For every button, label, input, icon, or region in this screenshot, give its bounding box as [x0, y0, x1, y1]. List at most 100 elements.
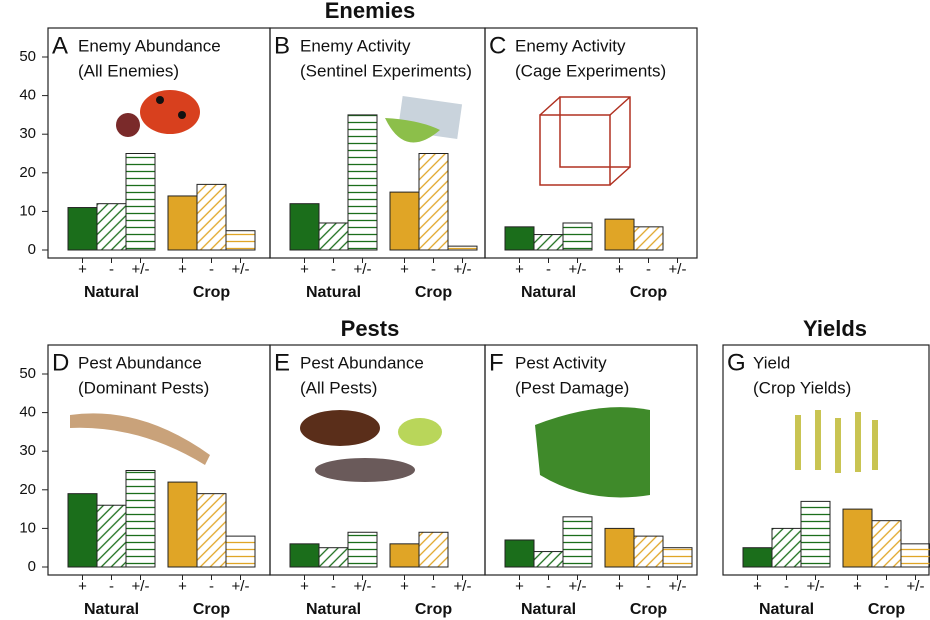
x-tick-label: +: [615, 578, 624, 595]
bar: [533, 234, 564, 251]
panel-frame: [722, 344, 930, 576]
group-label: Crop: [415, 284, 453, 301]
x-tick-label: +/-: [132, 261, 150, 278]
panel-letter: F: [489, 349, 504, 376]
bar: [389, 543, 420, 568]
panel-title: Pest Activity: [515, 353, 607, 372]
x-tick-label: +: [753, 578, 762, 595]
group-label: Crop: [630, 601, 668, 618]
panel-subtitle: (Crop Yields): [753, 378, 851, 397]
x-tick-label: -: [109, 578, 114, 595]
x-tick-label: -: [784, 578, 789, 595]
x-tick-label: +: [300, 261, 309, 278]
group-label: Natural: [521, 284, 576, 301]
bar: [96, 203, 127, 251]
bar: [125, 153, 156, 251]
bar: [504, 226, 535, 251]
bar: [447, 245, 478, 251]
bar: [289, 203, 320, 251]
x-tick-label: -: [431, 261, 436, 278]
x-tick-label: -: [331, 578, 336, 595]
x-tick-label: -: [109, 261, 114, 278]
y-tick-label: 40: [19, 404, 36, 421]
bar: [771, 527, 802, 568]
bar: [167, 481, 198, 568]
bar: [871, 520, 902, 568]
x-tick-label: +/-: [354, 261, 372, 278]
x-tick-label: +/-: [454, 261, 472, 278]
bar: [418, 153, 449, 251]
panel-title: Enemy Abundance: [78, 36, 221, 55]
bar: [96, 504, 127, 568]
section-title: Enemies: [325, 0, 416, 23]
x-tick-label: +/-: [807, 578, 825, 595]
bar: [125, 470, 156, 568]
panel-letter: G: [727, 349, 746, 376]
y-tick-label: 0: [28, 241, 36, 258]
bar: [67, 207, 98, 251]
x-tick-label: -: [209, 261, 214, 278]
panel-subtitle: (Pest Damage): [515, 378, 629, 397]
x-tick-label: +: [853, 578, 862, 595]
bar: [196, 183, 227, 251]
bar: [318, 222, 349, 251]
group-label: Crop: [868, 601, 906, 618]
x-tick-label: +/-: [907, 578, 925, 595]
group-label: Natural: [306, 601, 361, 618]
bar: [604, 218, 635, 251]
y-tick-label: 40: [19, 87, 36, 104]
bar: [633, 226, 664, 251]
group-label: Natural: [306, 284, 361, 301]
bar: [900, 543, 930, 568]
bar: [347, 114, 378, 251]
group-label: Natural: [759, 601, 814, 618]
x-tick-label: +: [400, 261, 409, 278]
x-tick-label: +/-: [132, 578, 150, 595]
bar: [225, 230, 256, 251]
x-tick-label: -: [431, 578, 436, 595]
x-tick-label: +/-: [232, 261, 250, 278]
panel-frame: [484, 344, 698, 576]
x-tick-label: +: [178, 578, 187, 595]
y-tick-label: 30: [19, 442, 36, 459]
y-tick-label: 0: [28, 558, 36, 575]
y-tick-label: 30: [19, 125, 36, 142]
panel-title: Pest Abundance: [300, 353, 424, 372]
x-tick-label: +: [615, 261, 624, 278]
y-tick-label: 10: [19, 202, 36, 219]
x-tick-label: +/-: [454, 578, 472, 595]
group-label: Natural: [84, 284, 139, 301]
x-tick-label: +: [400, 578, 409, 595]
bar: [800, 500, 831, 568]
x-tick-label: +: [78, 261, 87, 278]
panel-subtitle: (Dominant Pests): [78, 378, 209, 397]
x-tick-label: -: [331, 261, 336, 278]
bar: [562, 222, 593, 251]
x-tick-label: +/-: [354, 578, 372, 595]
panel-title: Enemy Activity: [515, 36, 626, 55]
panel-subtitle: (All Enemies): [78, 61, 179, 80]
section-title: Pests: [341, 316, 400, 341]
panel-frame: [484, 27, 698, 259]
bar: [196, 493, 227, 568]
y-tick-label: 10: [19, 519, 36, 536]
bar: [533, 551, 564, 568]
bar: [167, 195, 198, 251]
group-label: Crop: [415, 601, 453, 618]
panel-letter: B: [274, 32, 290, 59]
group-label: Natural: [521, 601, 576, 618]
x-tick-label: +: [78, 578, 87, 595]
bar: [418, 531, 449, 568]
panel-subtitle: (Sentinel Experiments): [300, 61, 472, 80]
group-label: Crop: [630, 284, 668, 301]
x-tick-label: +/-: [232, 578, 250, 595]
panel-letter: D: [52, 349, 69, 376]
x-tick-label: +: [300, 578, 309, 595]
illustration: [70, 90, 878, 498]
bar: [389, 191, 420, 251]
panel-letter: E: [274, 349, 290, 376]
x-tick-label: -: [646, 578, 651, 595]
y-tick-label: 20: [19, 481, 36, 498]
panel-subtitle: (Cage Experiments): [515, 61, 666, 80]
